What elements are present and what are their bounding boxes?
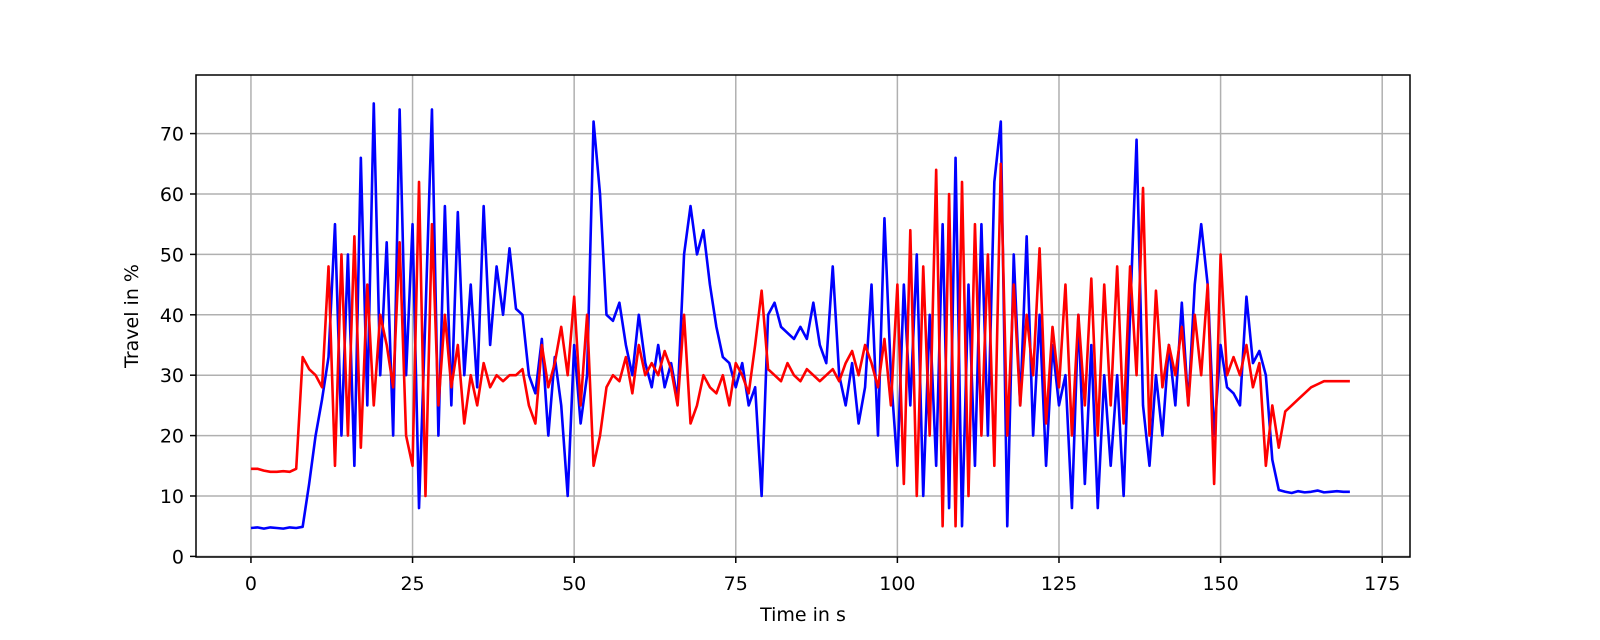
y-tick-label: 60 <box>160 184 184 206</box>
x-axis-label: Time in s <box>759 604 846 626</box>
y-tick-label: 0 <box>172 546 184 568</box>
series-line <box>250 102 1350 530</box>
y-tick-label: 50 <box>160 244 184 266</box>
y-tick-label: 70 <box>160 124 184 146</box>
plot-frame <box>195 74 1411 558</box>
y-axis-label: Travel in % <box>121 264 143 369</box>
y-tick-label: 30 <box>160 365 184 387</box>
x-tick-label: 150 <box>1202 573 1238 595</box>
x-tick-label: 50 <box>562 573 586 595</box>
y-tick-label: 10 <box>160 486 184 508</box>
x-tick-label: 75 <box>724 573 748 595</box>
y-tick-label: 40 <box>160 305 184 327</box>
x-tick-label: 0 <box>245 573 257 595</box>
x-tick-label: 100 <box>879 573 915 595</box>
series-line <box>250 162 1350 528</box>
x-tick-label: 125 <box>1041 573 1077 595</box>
x-tick-label: 175 <box>1364 573 1400 595</box>
y-tick-label: 20 <box>160 426 184 448</box>
x-tick-label: 25 <box>400 573 424 595</box>
